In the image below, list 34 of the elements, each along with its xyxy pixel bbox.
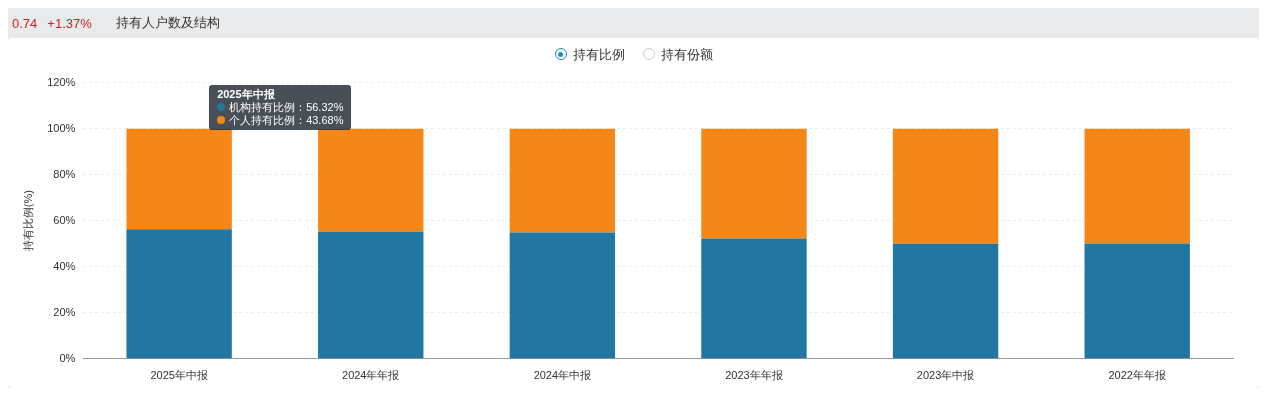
x-tick-label: 2025年中报 [150, 369, 208, 382]
y-tick-label: 100% [47, 121, 76, 134]
text: 持有比例 [571, 47, 625, 62]
bar [1084, 128, 1190, 244]
bar [701, 128, 807, 239]
y-tick-label: 120% [47, 75, 76, 88]
text: 持有份额 [659, 47, 713, 62]
x-tick-label: 2023年年报 [725, 369, 783, 382]
y-tick-label: 40% [53, 259, 76, 272]
bar [509, 128, 616, 233]
bar [126, 229, 232, 359]
y-tick-label: 80% [53, 167, 76, 180]
bar [701, 238, 807, 359]
text: 0.74 [12, 15, 38, 31]
x-tick-label: 2023年中报 [916, 369, 975, 382]
y-tick-label: 60% [53, 213, 76, 226]
x-tick-label: 2022年年报 [1108, 369, 1166, 382]
y-tick-label: 20% [53, 305, 76, 318]
bar [509, 232, 616, 359]
bar [892, 128, 999, 244]
annotation: 机构持有比例：56.32% [229, 100, 344, 113]
annotation: 2025年中报 [217, 87, 276, 101]
x-tick-label: 2024年中报 [533, 369, 592, 382]
bar [126, 128, 232, 230]
text: +1.37% [47, 15, 92, 31]
bar [318, 231, 424, 359]
y-tick-label: 0% [59, 351, 76, 364]
y-axis-title: 持有比例(%) [21, 190, 34, 252]
bar [1084, 243, 1190, 359]
bar [318, 128, 424, 232]
chart-title: 持有人户数及结构 [115, 14, 220, 32]
x-tick-label: 2024年年报 [342, 369, 400, 382]
annotation: 个人持有比例：43.68% [229, 113, 344, 126]
bar [892, 243, 999, 359]
